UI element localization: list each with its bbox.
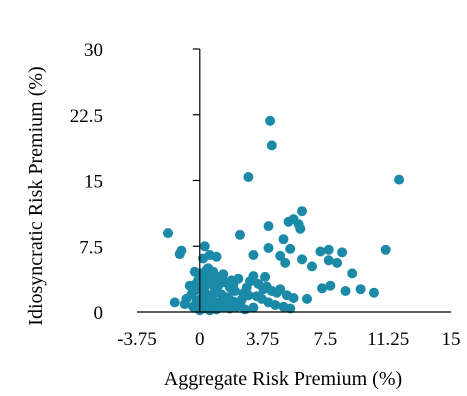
data-point xyxy=(248,302,259,313)
data-point xyxy=(235,229,245,240)
y-tick-label: 0 xyxy=(94,303,104,324)
data-point xyxy=(323,255,334,266)
data-point xyxy=(243,172,254,182)
data-point xyxy=(369,287,379,298)
data-point xyxy=(265,115,276,126)
data-point xyxy=(355,284,366,295)
x-tick-label: -3.75 xyxy=(117,329,157,350)
y-tick-labels: 0 7.5 15 22.5 30 xyxy=(70,40,103,324)
data-point xyxy=(209,283,220,294)
data-point xyxy=(208,266,219,277)
x-tick-label: 7.5 xyxy=(314,329,338,350)
x-axis-title: Aggregate Risk Premium (%) xyxy=(164,368,402,390)
data-point xyxy=(278,234,289,245)
y-tick-label: 30 xyxy=(84,40,103,61)
data-point xyxy=(302,293,312,304)
data-point xyxy=(211,251,222,262)
data-point xyxy=(337,247,348,258)
data-point xyxy=(270,300,281,310)
data-point xyxy=(285,243,296,254)
data-point xyxy=(323,244,334,255)
data-point xyxy=(199,241,210,252)
data-point xyxy=(340,286,351,296)
data-point xyxy=(263,221,274,232)
data-point xyxy=(243,290,254,301)
data-point xyxy=(394,174,405,185)
y-tick-label: 7.5 xyxy=(79,237,103,258)
data-point xyxy=(203,276,214,287)
data-point xyxy=(189,286,200,296)
data-point xyxy=(280,257,291,268)
data-point xyxy=(332,257,343,268)
data-point xyxy=(380,244,391,255)
data-point xyxy=(213,301,224,312)
data-point xyxy=(275,250,286,261)
data-point xyxy=(275,284,286,295)
y-axis-title: Idiosyncratic Risk Premium (%) xyxy=(25,66,47,325)
x-tick-label: 15 xyxy=(442,329,461,350)
data-point xyxy=(245,276,255,287)
data-point xyxy=(198,253,209,264)
data-point xyxy=(179,299,190,310)
data-point xyxy=(174,249,185,260)
x-tick-label: 11.25 xyxy=(367,329,409,350)
y-tick-label: 15 xyxy=(84,172,103,193)
data-point xyxy=(235,298,245,309)
data-point xyxy=(307,261,317,272)
data-point xyxy=(228,279,239,290)
x-tick-labels: -3.75 0 3.75 7.5 11.25 15 xyxy=(117,329,460,350)
data-point xyxy=(295,223,306,234)
data-point xyxy=(199,286,210,297)
data-point xyxy=(163,228,173,239)
data-point xyxy=(260,271,271,282)
data-point xyxy=(191,278,202,289)
data-point xyxy=(315,246,326,257)
data-point xyxy=(263,243,274,253)
data-point xyxy=(347,268,358,279)
data-point xyxy=(204,300,215,311)
data-point xyxy=(283,216,294,227)
data-point xyxy=(317,283,328,294)
data-points xyxy=(163,115,405,316)
x-tick-label: 0 xyxy=(195,329,205,350)
data-point xyxy=(266,140,277,151)
data-point xyxy=(219,293,230,303)
data-point xyxy=(248,250,259,260)
data-point xyxy=(297,254,307,265)
data-point xyxy=(188,301,199,312)
y-tick-label: 22.5 xyxy=(70,106,103,127)
data-point xyxy=(325,280,336,291)
data-point xyxy=(288,293,299,303)
data-point xyxy=(297,206,307,217)
data-point xyxy=(285,303,296,314)
x-tick-label: 3.75 xyxy=(246,329,279,350)
data-point xyxy=(214,274,225,285)
data-point xyxy=(169,297,180,308)
